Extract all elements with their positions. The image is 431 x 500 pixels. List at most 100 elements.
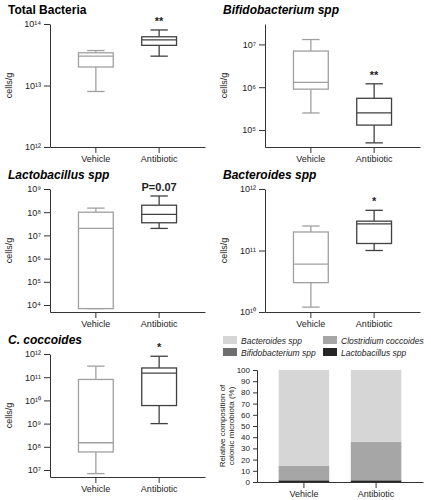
y-tick: 10⁶: [27, 254, 50, 264]
x-tick: Antibiotic: [356, 312, 393, 329]
y-tick-label: 0: [246, 478, 251, 487]
y-tick-mark: [44, 470, 50, 471]
y-axis-title: cells/g: [219, 73, 229, 99]
y-tick-mark: [44, 212, 50, 213]
y-tick: 10: [241, 467, 257, 476]
x-tick-label: Vehicle: [81, 154, 110, 164]
upper-cap: [150, 195, 167, 196]
series: [279, 370, 402, 466]
x-axis: VehicleAntibiotic: [266, 147, 421, 164]
box: [357, 84, 392, 143]
y-tick-label: 10⁹: [27, 184, 41, 194]
box-body: [78, 53, 113, 67]
y-axis: 10⁷10⁸10⁹10¹⁰10¹¹10¹²: [25, 349, 51, 477]
x-axis: Vehicle Antibiotic: [51, 147, 206, 164]
figure: 10¹²10¹³10¹⁴VehicleAntibioticcells/g**To…: [0, 0, 431, 500]
y-tick-mark: [44, 447, 50, 448]
median: [142, 372, 177, 373]
y-tick-mark: [44, 377, 50, 378]
upper-cap: [302, 39, 319, 40]
lower-cap: [365, 142, 382, 143]
y-tick-mark: [44, 24, 50, 25]
x-tick-label: Vehicle: [81, 319, 110, 329]
panel: 0102030405060708090100VehicleAntibioticR…: [218, 366, 424, 499]
x-tick-label: Antibiotic: [141, 154, 178, 164]
box: [78, 51, 113, 92]
x-tick-mark: [159, 477, 160, 483]
lower-cap: [150, 423, 167, 424]
lower-cap: [150, 228, 167, 229]
y-axis-title: cells/g: [219, 238, 229, 264]
box: [142, 356, 177, 423]
x-tick: Antibiotic: [358, 482, 395, 499]
y-tick-label: 40: [241, 433, 250, 442]
y-tick-mark: [259, 251, 265, 252]
x-tick: Vehicle: [81, 312, 110, 329]
lower-whisker: [373, 243, 374, 250]
legend-label: Bifidobacterium spp: [241, 348, 316, 358]
y-tick-mark: [44, 282, 50, 283]
y-tick: 10⁹: [27, 184, 50, 194]
series: [279, 480, 402, 482]
y-tick: 10¹¹: [240, 246, 265, 256]
x-tick: Vehicle: [81, 147, 110, 164]
y-tick-mark: [253, 404, 257, 405]
legend-label: Lactobacillus spp: [341, 348, 406, 358]
y-tick-mark: [259, 189, 265, 190]
y-tick-mark: [259, 44, 265, 45]
y-tick-label: 10¹¹: [240, 246, 256, 256]
y-tick-label: 30: [241, 444, 250, 453]
legend-item: Bacteroides spp: [223, 336, 302, 346]
y-tick: 10¹⁴: [24, 19, 50, 29]
upper-cap: [150, 29, 167, 30]
upper-whisker: [158, 356, 159, 368]
box-body: [293, 232, 328, 283]
y-tick: 30: [241, 444, 257, 453]
y-tick-label: 10¹⁴: [24, 19, 41, 29]
upper-whisker: [158, 30, 159, 37]
y-axis-line: [265, 190, 266, 313]
panel-title: Bifidobacterium spp: [223, 3, 339, 17]
y-tick-mark: [259, 312, 265, 313]
plot-marks: [78, 356, 176, 473]
median: [78, 56, 113, 57]
plot-marks: [279, 370, 402, 482]
median: [357, 223, 392, 224]
x-tick-mark: [376, 482, 377, 488]
box: [293, 40, 328, 113]
median: [357, 112, 392, 113]
y-tick-label: 10¹²: [25, 142, 41, 152]
y-tick-label: 10¹²: [25, 349, 41, 359]
median: [293, 82, 328, 83]
y-tick: 10¹⁰: [25, 396, 50, 406]
y-tick: 10⁷: [243, 40, 265, 50]
panel-title: Lactobacillus spp: [8, 168, 109, 182]
y-tick-label: 10¹¹: [25, 373, 41, 383]
x-tick: Vehicle: [289, 482, 318, 499]
lower-whisker: [158, 223, 159, 229]
y-axis: 10⁴10⁵10⁶10⁷10⁸10⁹: [27, 184, 50, 312]
x-tick-mark: [159, 147, 160, 153]
y-axis-title: cells/g: [4, 403, 14, 429]
y-tick: 40: [241, 433, 257, 442]
y-tick-label: 10¹⁰: [25, 396, 41, 406]
legend-item: Lactobacillus spp: [323, 348, 406, 358]
upper-cap: [365, 83, 382, 84]
y-tick: 10⁴: [27, 300, 50, 310]
y-tick-mark: [44, 86, 50, 87]
y-tick-label: 10⁷: [28, 465, 41, 475]
lower-cap: [87, 473, 104, 474]
x-tick-mark: [95, 312, 96, 318]
y-axis: 0102030405060708090100: [237, 366, 258, 487]
x-tick: Antibiotic: [356, 147, 393, 164]
y-tick: 90: [241, 377, 257, 386]
y-axis-title-line: colonic microbiota (%): [227, 386, 236, 465]
y-tick-label: 80: [241, 388, 250, 397]
y-tick-label: 10: [241, 467, 250, 476]
box: [142, 196, 177, 228]
y-tick-label: 10⁶: [242, 83, 256, 93]
lower-whisker: [310, 89, 311, 113]
y-axis-line: [50, 25, 51, 148]
y-tick-mark: [259, 87, 265, 88]
upper-cap: [87, 50, 104, 51]
